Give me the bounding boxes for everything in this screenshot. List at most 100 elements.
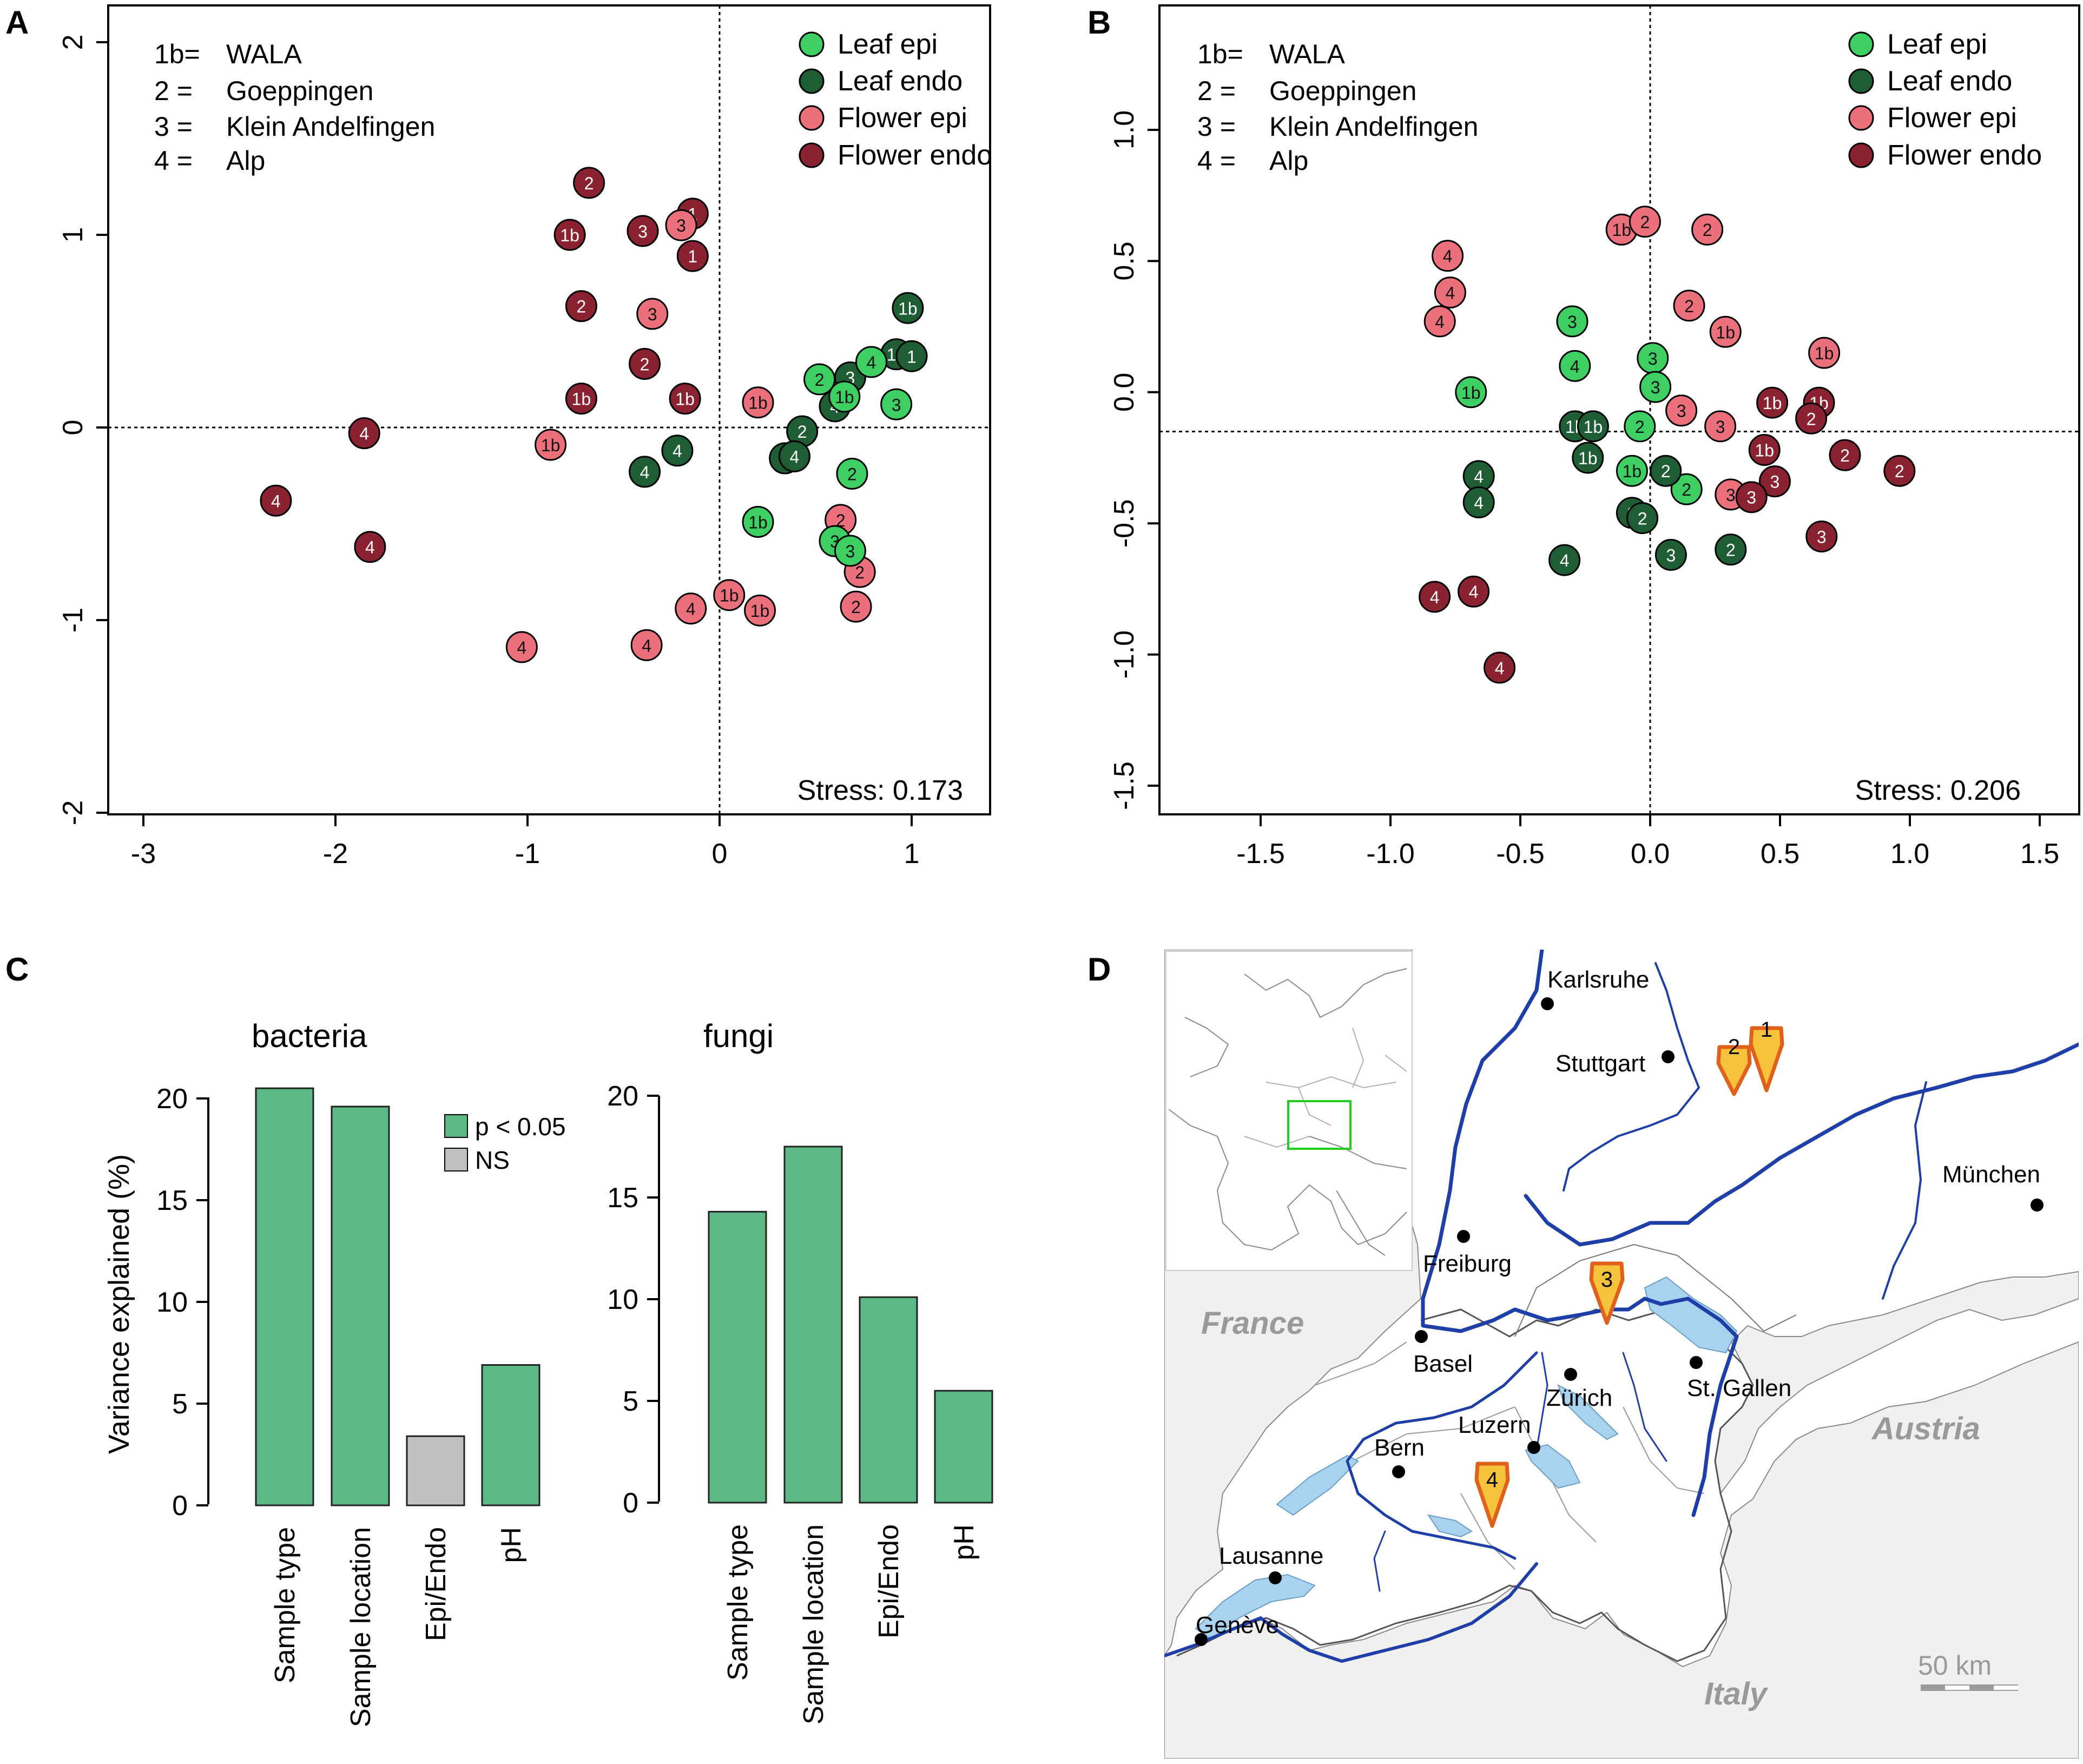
site-pin-4	[1474, 1462, 1510, 1528]
fungi-title: fungi	[703, 1018, 774, 1054]
city-label-geneve: Genève	[1196, 1612, 1279, 1638]
city-dot-muenchen	[2031, 1199, 2044, 1212]
data-point: 1b	[1808, 337, 1841, 369]
bar	[783, 1146, 843, 1504]
point-marker	[742, 386, 774, 419]
lake-lucerne	[1525, 1444, 1581, 1489]
lake-neuchatel	[1276, 1454, 1359, 1516]
category-label: Sample location	[345, 1527, 377, 1727]
point-site-label: 3	[1746, 488, 1756, 508]
point-site-label: 1b	[1716, 322, 1735, 342]
panel-label-c: C	[5, 951, 29, 988]
data-point: 2	[1626, 502, 1659, 535]
category-label: Sample type	[269, 1527, 301, 1683]
point-marker	[834, 535, 866, 567]
point-marker	[1758, 465, 1791, 498]
bar	[406, 1435, 465, 1506]
point-site-label: 1	[688, 247, 697, 266]
point-site-label: 4	[1560, 551, 1570, 570]
site-legend-code: 1b=	[1197, 39, 1243, 69]
city-dot-lausanne	[1269, 1571, 1282, 1584]
panel-a-stress: Stress: 0.173	[797, 775, 963, 806]
river-reuss	[1373, 1352, 1667, 1592]
category-label: Sample type	[722, 1524, 754, 1681]
site-legend-name: WALA	[226, 39, 302, 69]
x-tick-label: -2	[323, 838, 348, 870]
data-point: 1b	[669, 383, 701, 415]
point-marker	[855, 346, 887, 378]
point-marker	[565, 383, 597, 415]
point-marker	[669, 383, 701, 415]
data-point: 1b	[1748, 433, 1781, 466]
site-legend-code: 3 =	[154, 111, 193, 142]
legend-swatch-leaf-epi	[1848, 31, 1874, 57]
point-marker	[630, 629, 663, 661]
point-site-label: 3	[1716, 417, 1725, 437]
y-tick-label: 0.5	[1109, 241, 1140, 280]
city-markers: Karlsruhe Stuttgart München Freiburg Bas…	[1195, 966, 2044, 1646]
lake-thun	[1427, 1514, 1473, 1538]
river-neckar	[1563, 962, 1700, 1192]
point-site-label: 3	[1567, 312, 1577, 332]
point-marker	[1624, 410, 1656, 443]
data-point: 3	[665, 209, 697, 241]
data-point: 2	[1673, 289, 1705, 322]
legend-swatch-leaf-epi	[799, 31, 825, 57]
site-pin-1	[1749, 1026, 1784, 1092]
point-marker	[354, 531, 386, 563]
point-site-label: 1b	[898, 299, 918, 318]
legend-label-leaf-endo: Leaf endo	[1887, 65, 2012, 97]
data-point: 3	[834, 535, 866, 567]
data-point: 3	[1735, 481, 1768, 514]
point-site-label: 3	[648, 305, 657, 324]
panel-c-bars: bacteria fungi Variance explained (%) 0 5…	[103, 1018, 993, 1727]
data-point: 1b	[1572, 442, 1604, 474]
point-marker	[665, 209, 697, 241]
category-label: Sample location	[798, 1524, 829, 1724]
point-site-label: 2	[577, 297, 586, 317]
data-point: 3	[1556, 305, 1588, 338]
point-marker	[1704, 410, 1737, 443]
data-point: 2	[836, 457, 868, 490]
data-point: 4	[1423, 305, 1456, 338]
panel-b-stress: Stress: 0.206	[1855, 775, 2021, 806]
y-tick-label: 10	[607, 1284, 638, 1315]
data-point: 4	[675, 593, 707, 625]
inset-borders	[1244, 1028, 1407, 1148]
point-marker	[828, 380, 861, 413]
point-marker	[895, 340, 928, 372]
country-label-italy: Italy	[1704, 1676, 1769, 1712]
data-point: 4	[778, 440, 810, 472]
data-point: 2	[1691, 213, 1724, 246]
legend-label-leaf-endo: Leaf endo	[838, 65, 963, 97]
point-marker	[627, 215, 659, 247]
y-tick-label: -1.5	[1109, 761, 1140, 810]
data-point: 1b	[742, 505, 774, 538]
bar	[481, 1364, 540, 1506]
y-tick-label: 1	[57, 227, 89, 243]
point-site-label: 3	[1677, 401, 1686, 421]
data-point: 3	[636, 298, 669, 330]
point-marker	[629, 348, 661, 380]
x-tick-label: -1.0	[1366, 838, 1415, 870]
data-point: 4	[1548, 544, 1581, 576]
data-point: 4	[348, 417, 380, 450]
legend-swatch-leaf-endo	[1848, 68, 1874, 94]
point-marker	[629, 456, 661, 488]
point-site-label: 3	[846, 542, 855, 561]
point-site-label: 3	[892, 395, 901, 414]
point-marker	[1556, 305, 1588, 338]
data-point: 4	[1432, 240, 1464, 272]
city-label-lausanne: Lausanne	[1219, 1543, 1323, 1569]
legend-label-ns: NS	[475, 1146, 510, 1174]
data-point: 2	[1670, 473, 1703, 505]
point-site-label: 4	[1435, 312, 1445, 332]
point-site-label: 3	[1666, 545, 1676, 565]
point-site-label: 3	[676, 216, 686, 235]
point-marker	[1455, 376, 1487, 409]
y-tick-label: -2	[57, 800, 89, 825]
site-legend-name: Goeppingen	[226, 76, 373, 106]
data-point: 2	[1715, 534, 1747, 566]
scale-bar-segment	[1945, 1686, 1969, 1690]
